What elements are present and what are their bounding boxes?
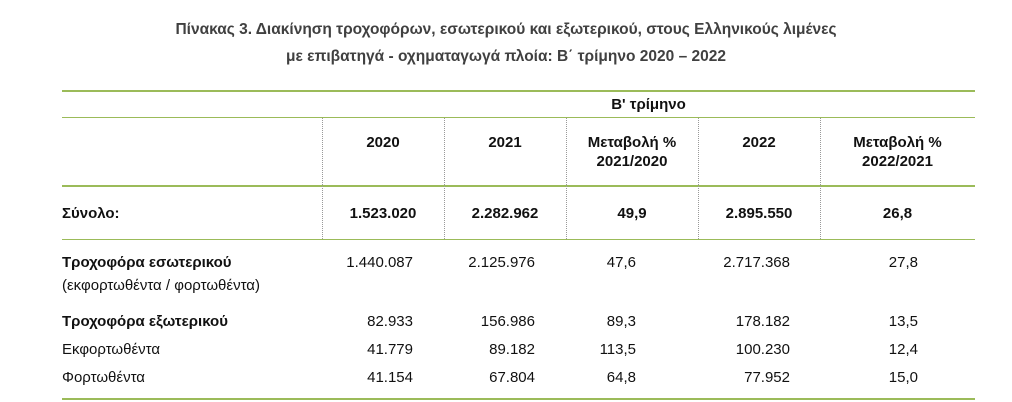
rule xyxy=(62,117,975,118)
separator xyxy=(322,118,323,239)
rule xyxy=(62,185,975,187)
row-label: Τροχοφόρα εξωτερικού xyxy=(62,313,228,330)
title: Πίνακας 3. Διακίνηση τροχοφόρων, εσωτερι… xyxy=(175,21,837,38)
row-label: Σύνολο: xyxy=(62,205,120,222)
rule xyxy=(62,398,975,400)
column-header: 2020 xyxy=(366,134,400,151)
column-header: Μεταβολή % 2021/2020 xyxy=(587,134,677,170)
cell: 41.154 xyxy=(367,369,413,386)
separator xyxy=(820,118,821,239)
cell: 2.717.368 xyxy=(723,254,790,271)
row-label: Τροχοφόρα εσωτερικού xyxy=(62,254,232,271)
cell: 49,9 xyxy=(617,205,647,222)
cell: 2.282.962 xyxy=(471,205,539,222)
row-label: Φορτωθέντα xyxy=(62,369,145,386)
cell: 89,3 xyxy=(606,313,636,330)
cell: 100.230 xyxy=(735,341,790,358)
cell: 1.440.087 xyxy=(346,254,413,271)
column-header: Μεταβολή % 2022/2021 xyxy=(853,134,942,170)
group-header: Β' τρίμηνο xyxy=(611,96,686,113)
cell: 41.779 xyxy=(367,341,413,358)
rule xyxy=(62,239,975,240)
title: με επιβατηγά - οχηματαγωγά πλοία: Β΄ τρί… xyxy=(286,48,726,65)
cell: 64,8 xyxy=(606,369,636,386)
cell: 2.895.550 xyxy=(725,205,793,222)
cell: 2.125.976 xyxy=(468,254,535,271)
cell: 89.182 xyxy=(489,341,535,358)
cell: 67.804 xyxy=(489,369,535,386)
rule xyxy=(62,90,975,92)
cell: 156.986 xyxy=(480,313,535,330)
cell: 13,5 xyxy=(888,313,918,330)
cell: 178.182 xyxy=(735,313,790,330)
cell: 82.933 xyxy=(367,313,413,330)
separator xyxy=(444,118,445,239)
separator xyxy=(566,118,567,239)
cell: 12,4 xyxy=(888,341,918,358)
row-note: (εκφορτωθέντα / φορτωθέντα) xyxy=(62,277,260,294)
row-label: Εκφορτωθέντα xyxy=(62,341,161,358)
column-header: 2022 xyxy=(742,134,776,151)
cell: 1.523.020 xyxy=(349,205,417,222)
cell: 27,8 xyxy=(888,254,918,271)
cell: 77.952 xyxy=(744,369,790,386)
cell: 15,0 xyxy=(888,369,918,386)
column-header: 2021 xyxy=(488,134,522,151)
cell: 113,5 xyxy=(599,341,636,358)
cell: 26,8 xyxy=(882,205,913,222)
separator xyxy=(698,118,699,239)
cell: 47,6 xyxy=(606,254,636,271)
